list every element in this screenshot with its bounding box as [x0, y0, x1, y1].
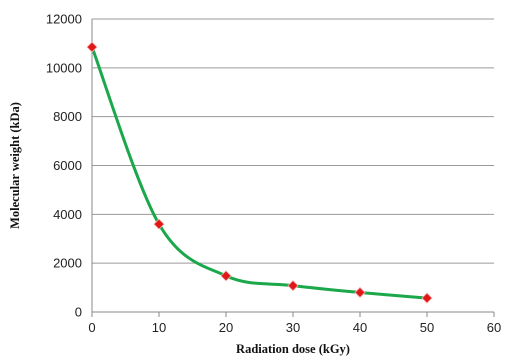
- x-tick-label: 50: [420, 320, 434, 335]
- data-point: [220, 270, 232, 282]
- y-tick-label: 12000: [46, 12, 82, 27]
- data-point: [354, 286, 366, 299]
- x-tick-label: 10: [152, 320, 166, 335]
- axes: [91, 19, 495, 317]
- x-tick-label: 60: [487, 320, 501, 335]
- y-tick-label: 0: [75, 305, 82, 320]
- series-trend-line: [90, 46, 428, 300]
- data-point: [153, 218, 165, 230]
- y-axis-title: Molecular weight (kDa): [8, 102, 22, 229]
- y-tick-label: 10000: [46, 60, 82, 75]
- y-tick-label: 4000: [53, 207, 82, 222]
- x-tick-label: 20: [219, 320, 233, 335]
- x-tick-label: 0: [88, 320, 95, 335]
- x-tick-label: 30: [286, 320, 300, 335]
- tick-labels: 0 2000 4000 6000 8000 10000 12000 0 10 20 30 40 50 60: [46, 12, 501, 336]
- y-tick-label: 8000: [53, 109, 82, 124]
- y-tick-label: 2000: [53, 256, 82, 271]
- x-axis-title: Radiation dose (kGy): [236, 342, 350, 356]
- x-tick-label: 40: [353, 320, 367, 335]
- y-tick-label: 6000: [53, 158, 82, 173]
- data-point: [287, 280, 299, 292]
- gridlines: [92, 18, 494, 264]
- data-point: [421, 292, 433, 304]
- data-point: [86, 41, 98, 53]
- data-points: [86, 41, 433, 304]
